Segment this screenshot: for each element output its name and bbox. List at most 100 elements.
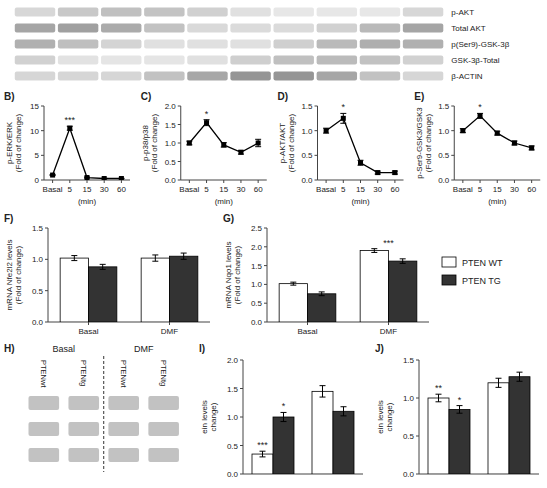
x-axis-label: (min) xyxy=(215,197,234,206)
x-tick-label: Basal xyxy=(179,185,199,194)
band xyxy=(144,24,184,33)
x-tick-label: 60 xyxy=(117,185,126,194)
label-line: change) xyxy=(385,402,394,431)
y-tick-label: 1.0 xyxy=(438,127,450,136)
band xyxy=(68,422,99,436)
y-tick xyxy=(416,436,419,437)
divider xyxy=(103,356,104,472)
band xyxy=(58,24,98,33)
panel-label: G) xyxy=(223,213,234,224)
y-axis-label: p-Ser9-GSK3/GSK3(Fold of change) xyxy=(415,107,433,179)
y-axis xyxy=(419,360,420,474)
band xyxy=(317,8,357,17)
band xyxy=(360,40,400,49)
marker xyxy=(50,173,55,178)
panel-label: C) xyxy=(141,91,152,102)
y-tick-label: 15 xyxy=(30,102,39,111)
y-tick-label: 0.0 xyxy=(301,176,313,185)
line-panel: D)0.00.51.01.5Basal5153060(min)p-AKT/AKT… xyxy=(278,91,404,206)
y-tick-label: 0.0 xyxy=(251,318,263,327)
lane-label: PTENtg xyxy=(159,360,168,386)
band xyxy=(274,56,314,65)
band xyxy=(148,448,179,462)
bar xyxy=(279,284,307,322)
condition-label: DMF xyxy=(134,344,154,354)
band xyxy=(274,8,314,17)
panel-label: D) xyxy=(278,91,289,102)
bar xyxy=(308,294,336,322)
band xyxy=(187,24,227,33)
y-tick-label: 1.5 xyxy=(165,121,177,130)
bar xyxy=(333,411,354,474)
band xyxy=(101,24,141,33)
marker xyxy=(102,176,107,180)
bar xyxy=(141,258,169,322)
marker xyxy=(392,170,397,175)
bar xyxy=(170,256,198,322)
x-tick-label: Basal xyxy=(297,327,317,336)
blot-label: GSK-3β-Total xyxy=(451,56,499,65)
y-tick-label: 1.5 xyxy=(251,262,263,271)
bar xyxy=(509,377,530,474)
y-tick-label: 1.0 xyxy=(251,280,263,289)
band xyxy=(403,24,443,33)
x-tick-label: 5 xyxy=(341,185,346,194)
label-line: mRNA Nqo1 levels xyxy=(224,241,233,308)
error-bar xyxy=(323,128,329,133)
blot-label: Total AKT xyxy=(451,24,485,33)
x-tick xyxy=(394,180,395,183)
y-tick-label: 2.0 xyxy=(227,356,239,365)
y-tick-label: 0.5 xyxy=(403,432,415,441)
bar xyxy=(360,251,388,322)
y-tick xyxy=(240,360,243,361)
y-tick-label: 1.0 xyxy=(301,127,313,136)
y-tick xyxy=(264,246,267,247)
error-bar xyxy=(320,386,326,397)
band xyxy=(29,448,60,462)
band xyxy=(317,56,357,65)
band xyxy=(58,72,98,81)
y-tick-label: 0.5 xyxy=(165,158,177,167)
line xyxy=(326,118,395,172)
y-tick-label: 1.0 xyxy=(403,394,415,403)
y-tick xyxy=(240,474,243,475)
marker xyxy=(204,120,209,125)
error-bar xyxy=(204,120,210,126)
band xyxy=(144,40,184,49)
y-tick xyxy=(451,155,454,156)
x-tick xyxy=(462,180,463,183)
error-bar xyxy=(358,160,364,165)
y-axis xyxy=(48,228,49,322)
x-tick-label: DMF xyxy=(161,327,178,336)
blot-panel: p-AKTTotal AKTp(Ser9)-GSK-3βGSK-3β-Total… xyxy=(15,8,510,81)
band xyxy=(108,422,139,436)
significance: * xyxy=(282,401,286,411)
band xyxy=(274,40,314,49)
band xyxy=(360,8,400,17)
x-tick-label: Basal xyxy=(78,327,98,336)
y-tick xyxy=(45,290,48,291)
label-line: (Fold of change) xyxy=(14,246,23,305)
band xyxy=(15,8,55,17)
error-bar xyxy=(511,141,517,145)
band xyxy=(403,56,443,65)
significance: *** xyxy=(257,440,268,450)
marker xyxy=(67,126,72,131)
y-tick xyxy=(264,303,267,304)
y-tick xyxy=(41,106,44,107)
y-tick-label: 0.0 xyxy=(165,176,177,185)
error-bar xyxy=(238,150,244,154)
y-tick xyxy=(315,155,318,156)
label-line: ein levels xyxy=(200,400,209,433)
significance: ** xyxy=(435,383,443,393)
marker xyxy=(256,141,261,146)
error-bar xyxy=(181,253,187,259)
x-tick xyxy=(531,180,532,183)
band xyxy=(58,56,98,65)
band xyxy=(360,24,400,33)
bar xyxy=(273,417,294,474)
band xyxy=(403,72,443,81)
band xyxy=(230,40,270,49)
x-tick-label: 60 xyxy=(527,185,536,194)
band xyxy=(274,72,314,81)
